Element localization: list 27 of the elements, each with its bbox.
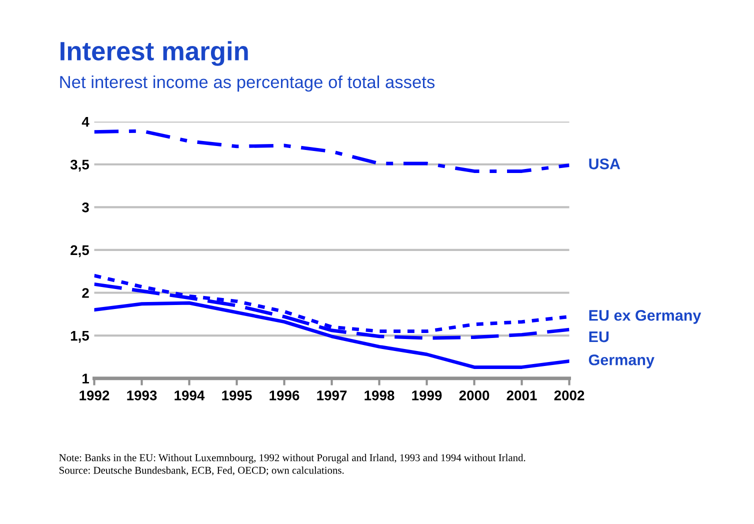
x-tick-label: 1992 (80, 390, 110, 400)
text: Note: Banks in the EU: Without Luxemnbourg, 1992 without Porugal and Irland, 1993 and 1994 without Irland. (59, 454, 526, 464)
series-label: EU ex Germany (589, 310, 702, 324)
y-tick-label: 2 (82, 288, 89, 298)
y-tick-label: 3 (82, 202, 89, 212)
x-tick-label: 1995 (222, 390, 252, 400)
chart-subtitle: Net interest income as percentage of total assets (60, 75, 435, 92)
x-tick-label: 1997 (317, 390, 347, 400)
y-tick-label: 4 (82, 117, 90, 127)
x-tick-label: 1994 (174, 390, 205, 400)
x-tick-label: 1996 (270, 390, 300, 400)
line-series (94, 129, 570, 173)
series-label: Germany (588, 354, 654, 368)
x-tick-label: 2000 (459, 390, 490, 400)
y-tick-label: 1,5 (70, 331, 90, 343)
series-label: EU (589, 332, 609, 342)
x-tick-label: 1998 (364, 390, 394, 400)
x-tick-label: 2001 (506, 390, 537, 400)
x-tick-label: 1999 (412, 390, 442, 400)
x-tick-label: 2002 (554, 390, 584, 400)
y-tick-label: 1 (82, 374, 90, 384)
series-label: USA (589, 158, 620, 170)
x-tick-label: 1993 (127, 390, 157, 400)
chart-title: Interest margin (60, 41, 248, 66)
y-tick-label: 3,5 (70, 160, 90, 172)
y-tick-label: 2,5 (70, 245, 90, 258)
source-note: Source: Deutsche Bundesbank, ECB, Fed, OECD; own calculations. (60, 466, 344, 476)
